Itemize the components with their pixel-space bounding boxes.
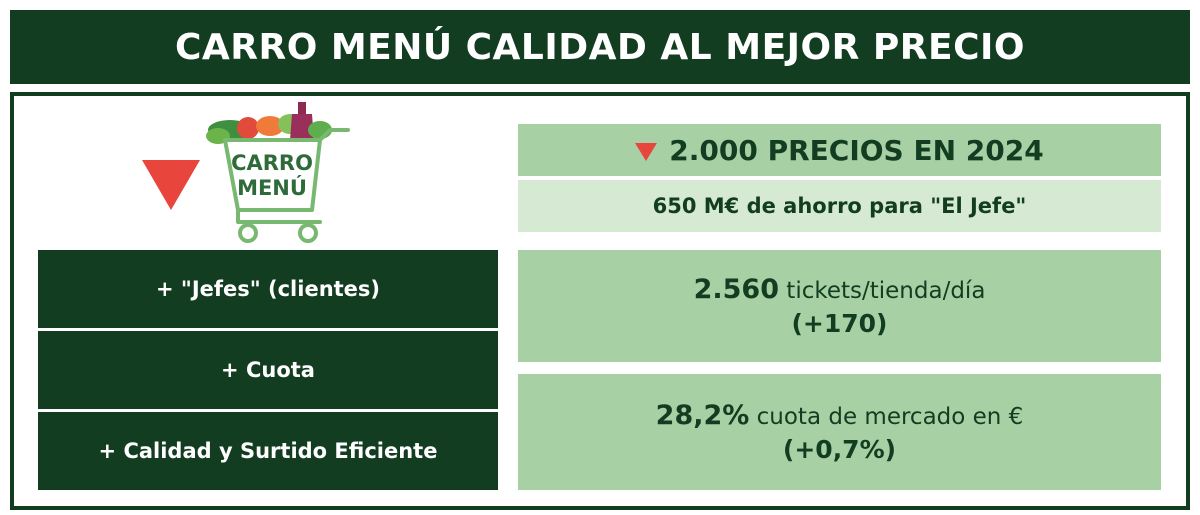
- tickets-line: 2.560 tickets/tienda/día: [694, 274, 986, 305]
- precios-headline-box: 2.000 PRECIOS EN 2024: [518, 124, 1161, 176]
- share-value: 28,2%: [655, 400, 750, 431]
- share-unit: cuota de mercado en €: [756, 404, 1024, 430]
- calidad-label: + Calidad y Surtido Eficiente: [98, 439, 438, 463]
- logo-text-menu: MENÚ: [237, 175, 307, 200]
- share-line: 28,2% cuota de mercado en €: [656, 400, 1024, 431]
- jefes-label: + "Jefes" (clientes): [155, 277, 381, 301]
- tickets-value: 2.560: [693, 274, 779, 305]
- produce-icon: [206, 102, 332, 144]
- tickets-delta: (+170): [791, 309, 888, 338]
- cuota-box: + Cuota: [38, 331, 498, 409]
- share-delta: (+0,7%): [782, 435, 897, 464]
- ahorro-box: 650 M€ de ahorro para "El Jefe": [518, 180, 1161, 232]
- tickets-unit: tickets/tienda/día: [786, 278, 986, 304]
- tickets-box: 2.560 tickets/tienda/día (+170): [518, 250, 1161, 362]
- page-title: CARRO MENÚ CALIDAD AL MEJOR PRECIO: [174, 26, 1026, 68]
- carro-menu-logo: CARRO MENÚ: [142, 102, 350, 243]
- shopping-cart-icon: [223, 128, 350, 243]
- cuota-label: + Cuota: [221, 358, 315, 382]
- precios-headline: 2.000 PRECIOS EN 2024: [669, 133, 1044, 167]
- jefes-box: + "Jefes" (clientes): [38, 250, 498, 328]
- share-box: 28,2% cuota de mercado en € (+0,7%): [518, 374, 1161, 490]
- calidad-box: + Calidad y Surtido Eficiente: [38, 412, 498, 490]
- title-bar: CARRO MENÚ CALIDAD AL MEJOR PRECIO: [10, 10, 1190, 84]
- price-down-icon: [142, 160, 200, 210]
- logo-text-carro: CARRO: [231, 151, 313, 175]
- ahorro-text: 650 M€ de ahorro para "El Jefe": [652, 194, 1027, 218]
- down-triangle-icon: [635, 143, 658, 161]
